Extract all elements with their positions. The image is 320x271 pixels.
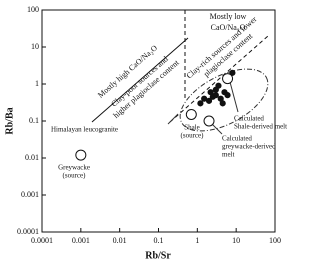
- leader-line: [211, 123, 223, 135]
- open-marker: [203, 115, 215, 127]
- x-tick-label: 0.1: [154, 236, 164, 245]
- x-tick-label: 0.0001: [31, 236, 53, 245]
- open-marker: [185, 108, 197, 120]
- point: [205, 97, 213, 104]
- x-tick-label: 100: [269, 236, 281, 245]
- y-axis-label: Rb/Ba: [4, 107, 15, 134]
- y-tick-label: 0.01: [25, 153, 39, 162]
- point-label: Shale: [184, 124, 200, 132]
- point-label: greywacke-derived: [222, 143, 276, 151]
- point: [201, 95, 208, 102]
- open-marker: [222, 73, 234, 85]
- point-label: (source): [181, 132, 205, 140]
- point: [224, 92, 231, 99]
- y-tick-label: 1: [35, 79, 39, 88]
- point: [219, 100, 226, 107]
- point: [215, 82, 222, 89]
- y-tick-label: 0.0001: [17, 227, 39, 236]
- point: [197, 100, 204, 107]
- point: [212, 92, 219, 99]
- point: [207, 89, 214, 96]
- leader-line: [167, 113, 179, 125]
- point-label: Shale-derived melt: [234, 123, 287, 131]
- y-tick-label: 0.1: [29, 116, 39, 125]
- annotation: Himalayan leucogranite: [51, 126, 118, 134]
- annotation: higher plagioclase content: [111, 58, 181, 120]
- point-label: melt: [222, 151, 234, 159]
- x-axis-label: Rb/Sr: [145, 250, 171, 261]
- point-label: (source): [63, 172, 87, 180]
- leader-line: [229, 81, 239, 113]
- point-label: Calculated: [234, 115, 264, 123]
- chart: Rb/Sr Rb/Ba Himalayan leucogranite 0.000…: [4, 5, 287, 261]
- boundary-line: [91, 37, 189, 123]
- open-marker: [75, 149, 87, 161]
- annotation: Mostly low: [210, 12, 247, 21]
- y-tick-label: 100: [27, 5, 39, 14]
- x-tick-label: 0.001: [72, 236, 90, 245]
- y-tick-label: 10: [31, 42, 39, 51]
- x-tick-label: 0.01: [113, 236, 127, 245]
- x-tick-label: 10: [232, 236, 240, 245]
- boundary-line: [169, 35, 269, 123]
- point-label: Calculated: [222, 135, 252, 143]
- point-label: Greywacke: [58, 164, 90, 172]
- point: [229, 69, 236, 76]
- field-outline: [179, 68, 269, 132]
- y-tick-label: 0.001: [21, 190, 39, 199]
- x-tick-label: 1: [195, 236, 199, 245]
- annotation: CaO/Na₂O: [211, 23, 246, 32]
